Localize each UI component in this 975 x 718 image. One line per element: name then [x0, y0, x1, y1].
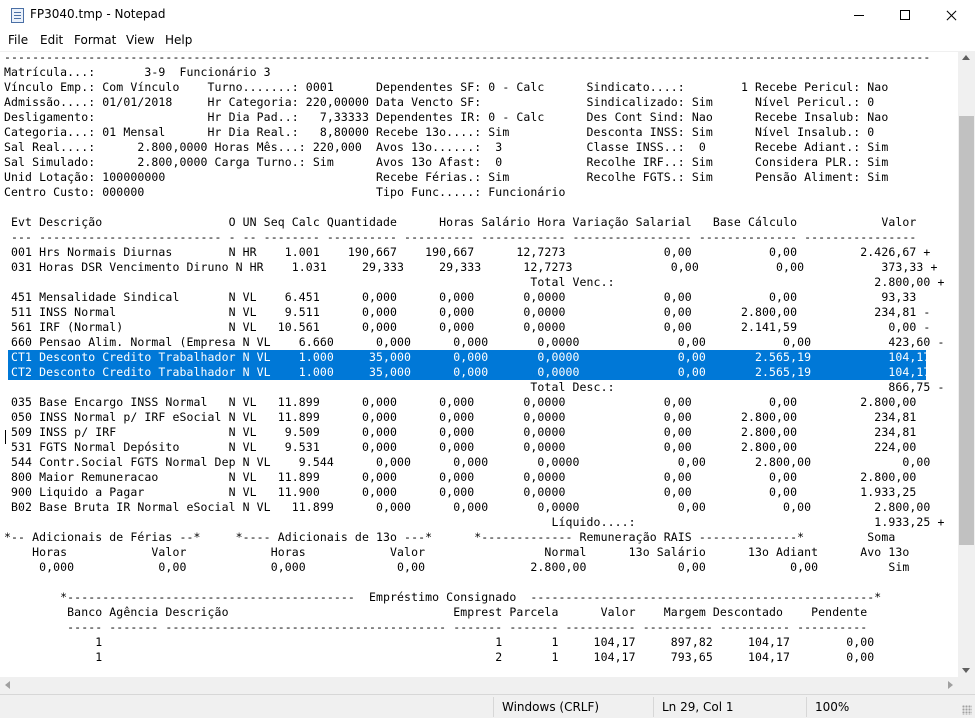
status-separator: [806, 697, 807, 717]
title-bar: FP3040.tmp - Notepad: [0, 0, 975, 31]
text-line[interactable]: 035 Base Encargo INSS Normal N VL 11.899…: [4, 395, 917, 409]
text-line[interactable]: *---------------------------------------…: [4, 590, 882, 604]
text-line[interactable]: --- -------------------------- - -- ----…: [4, 230, 917, 244]
text-line[interactable]: 544 Contr.Social FGTS Normal Dep N VL 9.…: [4, 455, 931, 469]
vertical-scrollbar[interactable]: [958, 51, 975, 677]
status-separator: [493, 697, 494, 717]
window-title: FP3040.tmp - Notepad: [30, 7, 166, 21]
maximize-button[interactable]: [882, 0, 928, 31]
menu-format[interactable]: Format: [74, 33, 117, 47]
text-line[interactable]: 001 Hrs Normais Diurnas N HR 1.001 190,6…: [4, 245, 931, 259]
text-line[interactable]: *-- Adicionais de Férias --* *---- Adici…: [4, 530, 896, 544]
text-line[interactable]: Sal Simulado: 2.800,0000 Carga Turno.: S…: [4, 155, 889, 169]
vertical-scroll-thumb[interactable]: [959, 116, 974, 545]
menu-help[interactable]: Help: [165, 33, 193, 47]
text-line[interactable]: 900 Liquido a Pagar N VL 11.900 0,000 0,…: [4, 485, 917, 499]
text-line[interactable]: 031 Horas DSR Vencimento Diruno N HR 1.0…: [4, 260, 938, 274]
notepad-icon: [11, 8, 24, 23]
text-line[interactable]: ----------------------------------------…: [4, 51, 931, 64]
text-line[interactable]: 1 2 1 104,17 793,65 104,17 0,00: [4, 650, 875, 664]
text-line[interactable]: 0,000 0,00 0,000 0,00 2.800,00 0,00 0,00…: [4, 560, 910, 574]
text-line[interactable]: Horas Valor Horas Valor Normal 13o Salár…: [4, 545, 910, 559]
minimize-button[interactable]: [836, 0, 882, 31]
text-line[interactable]: [4, 575, 945, 590]
text-line[interactable]: Líquido....: 1.933,25 +: [4, 515, 945, 529]
document-text[interactable]: ----------------------------------------…: [4, 51, 945, 678]
text-line[interactable]: 561 IRF (Normal) N VL 10.561 0,000 0,000…: [4, 320, 931, 334]
text-line[interactable]: [4, 200, 945, 215]
scroll-up-icon[interactable]: [962, 55, 970, 60]
text-line[interactable]: Desligamento: Hr Dia Pad..: 7,33333 Depe…: [4, 110, 889, 124]
text-line[interactable]: Total Venc.: 2.800,00 +: [4, 275, 945, 289]
text-line[interactable]: 050 INSS Normal p/ IRF eSocial N VL 11.8…: [4, 410, 917, 424]
close-button[interactable]: [928, 0, 974, 31]
text-line[interactable]: Banco Agência Descrição Emprest Parcela …: [4, 605, 868, 619]
text-line[interactable]: Unid Lotação: 100000000 Recebe Férias.: …: [4, 170, 889, 184]
menu-file[interactable]: File: [8, 33, 29, 47]
text-caret: [5, 430, 6, 444]
text-line[interactable]: ----- ------- --------------------------…: [4, 620, 868, 634]
scrollbar-corner: [958, 677, 975, 694]
line-ending-status: Windows (CRLF): [502, 700, 600, 714]
scroll-left-icon[interactable]: [5, 681, 10, 689]
text-line[interactable]: Evt Descrição O UN Seq Calc Quantidade H…: [4, 215, 917, 229]
text-line[interactable]: Sal Real....: 2.800,0000 Horas Mês...: 2…: [4, 140, 889, 154]
scroll-right-icon[interactable]: [948, 681, 953, 689]
text-line[interactable]: Categoria...: 01 Mensal Hr Dia Real.: 8,…: [4, 125, 875, 139]
horizontal-scrollbar[interactable]: [0, 677, 958, 694]
resize-grip-icon[interactable]: [962, 705, 972, 715]
scroll-down-icon[interactable]: [962, 668, 970, 673]
cursor-position-status: Ln 29, Col 1: [662, 700, 734, 714]
zoom-status: 100%: [815, 700, 850, 714]
text-line[interactable]: Vínculo Emp.: Com Vínculo Turno.......: …: [4, 80, 889, 94]
menu-view[interactable]: View: [126, 33, 155, 47]
text-line[interactable]: 1 1 1 104,17 897,82 104,17 0,00: [4, 635, 875, 649]
text-line[interactable]: 511 INSS Normal N VL 9.511 0,000 0,000 0…: [4, 305, 931, 319]
text-line[interactable]: Matrícula...: 3-9 Funcionário 3: [4, 65, 271, 79]
selected-text-line[interactable]: CT1 Desconto Credito Trabalhador N VL 1.…: [4, 350, 945, 365]
text-line[interactable]: B02 Base Bruta IR Normal eSocial N VL 11…: [4, 500, 931, 514]
text-line[interactable]: Admissão....: 01/01/2018 Hr Categoria: 2…: [4, 95, 875, 109]
status-bar: Windows (CRLF) Ln 29, Col 1 100%: [0, 694, 975, 718]
text-line[interactable]: 531 FGTS Normal Depósito N VL 9.531 0,00…: [4, 440, 917, 454]
text-line[interactable]: 800 Maior Remuneracao N VL 11.899 0,000 …: [4, 470, 917, 484]
selected-text-line[interactable]: CT2 Desconto Credito Trabalhador N VL 1.…: [4, 365, 945, 380]
status-separator: [653, 697, 654, 717]
text-line[interactable]: 509 INSS p/ IRF N VL 9.509 0,000 0,000 0…: [4, 425, 917, 439]
text-line[interactable]: Total Desc.: 866,75 -: [4, 380, 945, 394]
text-line[interactable]: 660 Pensao Alim. Normal (Empresa N VL 6.…: [4, 335, 945, 349]
menu-edit[interactable]: Edit: [40, 33, 64, 47]
text-editor[interactable]: ----------------------------------------…: [0, 51, 958, 678]
text-line[interactable]: 451 Mensalidade Sindical N VL 6.451 0,00…: [4, 290, 917, 304]
text-line[interactable]: Centro Custo: 000000 Tipo Func.....: Fun…: [4, 185, 566, 199]
menu-bar: File Edit Format View Help: [0, 31, 975, 51]
